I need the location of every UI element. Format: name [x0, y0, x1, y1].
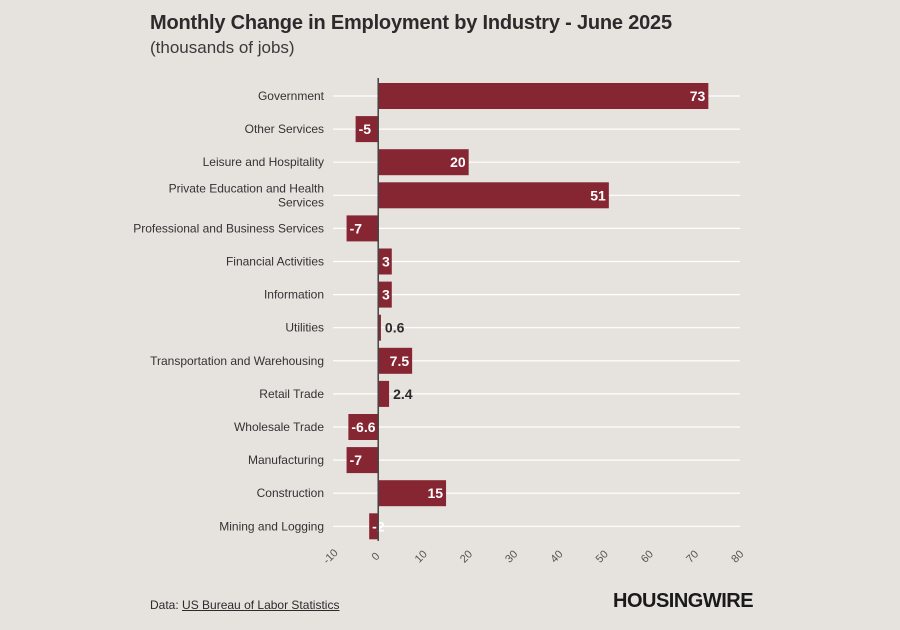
category-label: Government: [258, 89, 325, 103]
category-label: Utilities: [285, 321, 324, 335]
value-label: -6.6: [351, 419, 375, 435]
value-label: -7: [350, 452, 363, 468]
x-tick-label: 0: [370, 550, 383, 563]
bar: [378, 182, 609, 209]
x-tick-label: 20: [458, 548, 475, 565]
category-label: Professional and Business Services: [133, 221, 324, 235]
category-label: Private Education and Health Services: [169, 181, 324, 209]
bar: [348, 414, 379, 440]
category-label: Financial Activities: [226, 255, 324, 269]
category-label: Information: [264, 288, 324, 302]
chart-subtitle: (thousands of jobs): [150, 38, 295, 57]
value-label: 3: [382, 254, 390, 270]
category-label: Manufacturing: [248, 453, 324, 467]
category-label: Transportation and Warehousing: [150, 354, 324, 368]
value-label: 7.5: [390, 353, 410, 369]
x-tick-label: 60: [639, 548, 656, 565]
bar: [378, 380, 390, 407]
category-label: Leisure and Hospitality: [203, 155, 324, 169]
source-label: Data:: [150, 598, 179, 612]
bar: [355, 116, 379, 143]
value-label: 20: [450, 154, 466, 170]
value-label: -5: [359, 121, 372, 137]
x-tick-label: 80: [729, 548, 746, 565]
bar: [378, 314, 381, 341]
x-tick-label: 70: [684, 548, 701, 565]
bar: [346, 447, 379, 474]
x-tick-label: 50: [594, 548, 611, 565]
bar: [378, 248, 392, 275]
value-label: 15: [427, 485, 443, 501]
value-label: 0.6: [385, 320, 405, 336]
value-label: 3: [382, 287, 390, 303]
category-label: Retail Trade: [259, 387, 324, 401]
category-label: Mining and Logging: [219, 519, 324, 533]
bar: [378, 149, 469, 176]
bar: [378, 480, 447, 507]
bar: [378, 83, 709, 109]
bar: [378, 281, 392, 308]
source-link[interactable]: US Bureau of Labor Statistics: [182, 598, 340, 612]
bar: [346, 215, 379, 242]
bar: [369, 513, 379, 540]
value-label: 2.4: [393, 386, 413, 402]
x-tick-label: -10: [321, 547, 341, 567]
value-label: 51: [590, 187, 606, 203]
value-label: -7: [350, 220, 363, 236]
x-tick-label: 40: [548, 548, 565, 565]
source-note: Data: US Bureau of Labor Statistics: [150, 598, 339, 612]
bar: [378, 347, 413, 374]
chart-title: Monthly Change in Employment by Industry…: [150, 12, 672, 34]
category-label: Construction: [257, 486, 324, 500]
housingwire-logo: HOUSINGWIRE: [613, 590, 754, 612]
value-label: 73: [690, 88, 706, 104]
x-tick-label: 10: [413, 548, 430, 565]
category-label: Wholesale Trade: [234, 420, 324, 434]
x-tick-label: 30: [503, 548, 520, 565]
category-label: Other Services: [245, 122, 324, 136]
